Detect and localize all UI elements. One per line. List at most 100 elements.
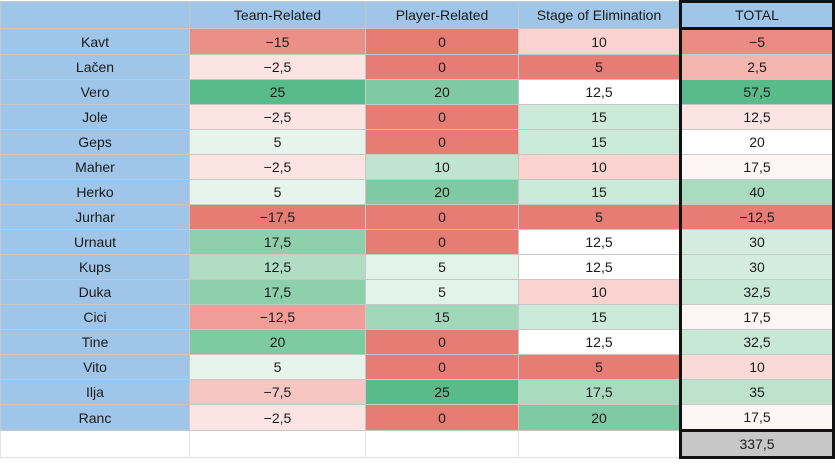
header-player-related[interactable]: Player-Related bbox=[365, 1, 519, 29]
team-cell[interactable]: 17,5 bbox=[189, 229, 366, 255]
total-cell[interactable]: 32,5 bbox=[679, 279, 835, 305]
player-cell[interactable]: 0 bbox=[365, 404, 519, 431]
table-row: Urnaut 17,5 0 12,5 30 bbox=[0, 229, 835, 255]
team-cell[interactable]: −7,5 bbox=[189, 379, 366, 405]
total-cell[interactable]: 17,5 bbox=[679, 304, 835, 330]
table-row: Tine 20 0 12,5 32,5 bbox=[0, 329, 835, 355]
header-corner-cell[interactable] bbox=[0, 1, 190, 29]
team-cell[interactable]: 20 bbox=[189, 329, 366, 355]
table-row: Kups 12,5 5 12,5 30 bbox=[0, 254, 835, 280]
player-name-cell[interactable]: Jole bbox=[0, 104, 190, 130]
player-name-cell[interactable]: Kups bbox=[0, 254, 190, 280]
stage-cell[interactable]: 12,5 bbox=[518, 229, 681, 255]
player-name-cell[interactable]: Urnaut bbox=[0, 229, 190, 255]
team-cell[interactable]: −2,5 bbox=[189, 404, 366, 431]
player-name-cell[interactable]: Vero bbox=[0, 79, 190, 105]
total-cell[interactable]: 30 bbox=[679, 254, 835, 280]
summary-row: 337,5 bbox=[0, 429, 835, 459]
total-cell[interactable]: 17,5 bbox=[679, 404, 835, 432]
player-name-cell[interactable]: Cici bbox=[0, 304, 190, 330]
empty-cell[interactable] bbox=[365, 430, 519, 458]
total-cell[interactable]: 40 bbox=[679, 179, 835, 205]
stage-cell[interactable]: 5 bbox=[518, 204, 681, 230]
stage-cell[interactable]: 20 bbox=[518, 404, 681, 431]
stage-cell[interactable]: 15 bbox=[518, 179, 681, 205]
player-name-cell[interactable]: Tine bbox=[0, 329, 190, 355]
stage-cell[interactable]: 12,5 bbox=[518, 254, 681, 280]
stage-cell[interactable]: 10 bbox=[518, 154, 681, 180]
player-name-cell[interactable]: Jurhar bbox=[0, 204, 190, 230]
empty-cell[interactable] bbox=[518, 430, 681, 458]
stage-cell[interactable]: 12,5 bbox=[518, 79, 681, 105]
header-total[interactable]: TOTAL bbox=[679, 0, 835, 30]
stage-cell[interactable]: 10 bbox=[518, 28, 681, 55]
total-cell[interactable]: 20 bbox=[679, 129, 835, 155]
stage-cell[interactable]: 10 bbox=[518, 279, 681, 305]
team-cell[interactable]: 5 bbox=[189, 179, 366, 205]
total-cell[interactable]: 32,5 bbox=[679, 329, 835, 355]
total-cell[interactable]: 12,5 bbox=[679, 104, 835, 130]
team-cell[interactable]: 12,5 bbox=[189, 254, 366, 280]
player-cell[interactable]: 0 bbox=[365, 104, 519, 130]
table-row: Jole −2,5 0 15 12,5 bbox=[0, 104, 835, 130]
player-name-cell[interactable]: Duka bbox=[0, 279, 190, 305]
player-cell[interactable]: 25 bbox=[365, 379, 519, 405]
total-cell[interactable]: 35 bbox=[679, 379, 835, 405]
player-cell[interactable]: 10 bbox=[365, 154, 519, 180]
stage-cell[interactable]: 5 bbox=[518, 354, 681, 380]
player-cell[interactable]: 0 bbox=[365, 129, 519, 155]
player-cell[interactable]: 20 bbox=[365, 179, 519, 205]
player-name-cell[interactable]: Ranc bbox=[0, 404, 190, 431]
stage-cell[interactable]: 17,5 bbox=[518, 379, 681, 405]
total-cell[interactable]: 2,5 bbox=[679, 54, 835, 80]
player-name-cell[interactable]: Kavt bbox=[0, 28, 190, 55]
team-cell[interactable]: −17,5 bbox=[189, 204, 366, 230]
player-name-cell[interactable]: Geps bbox=[0, 129, 190, 155]
player-cell[interactable]: 0 bbox=[365, 329, 519, 355]
player-cell[interactable]: 20 bbox=[365, 79, 519, 105]
team-cell[interactable]: 5 bbox=[189, 354, 366, 380]
header-team-related[interactable]: Team-Related bbox=[189, 1, 366, 29]
total-cell[interactable]: 57,5 bbox=[679, 79, 835, 105]
total-cell[interactable]: 30 bbox=[679, 229, 835, 255]
team-cell[interactable]: 17,5 bbox=[189, 279, 366, 305]
total-cell[interactable]: 17,5 bbox=[679, 154, 835, 180]
team-cell[interactable]: −2,5 bbox=[189, 54, 366, 80]
stage-cell[interactable]: 12,5 bbox=[518, 329, 681, 355]
player-name-cell[interactable]: Maher bbox=[0, 154, 190, 180]
table-row: Vito 5 0 5 10 bbox=[0, 354, 835, 380]
total-cell[interactable]: −12,5 bbox=[679, 204, 835, 230]
team-cell[interactable]: 5 bbox=[189, 129, 366, 155]
stage-cell[interactable]: 15 bbox=[518, 129, 681, 155]
team-cell[interactable]: −12,5 bbox=[189, 304, 366, 330]
player-name-cell[interactable]: Ilja bbox=[0, 379, 190, 405]
grand-total-cell[interactable]: 337,5 bbox=[679, 429, 835, 459]
team-cell[interactable]: 25 bbox=[189, 79, 366, 105]
player-cell[interactable]: 0 bbox=[365, 204, 519, 230]
table-row: Geps 5 0 15 20 bbox=[0, 129, 835, 155]
player-name-cell[interactable]: Herko bbox=[0, 179, 190, 205]
player-cell[interactable]: 5 bbox=[365, 254, 519, 280]
empty-cell[interactable] bbox=[189, 430, 366, 458]
table-row: Ranc −2,5 0 20 17,5 bbox=[0, 404, 835, 432]
stage-cell[interactable]: 5 bbox=[518, 54, 681, 80]
table-row: Maher −2,5 10 10 17,5 bbox=[0, 154, 835, 180]
stage-cell[interactable]: 15 bbox=[518, 304, 681, 330]
header-stage-of-elimination[interactable]: Stage of Elimination bbox=[518, 1, 681, 29]
player-cell[interactable]: 15 bbox=[365, 304, 519, 330]
team-cell[interactable]: −15 bbox=[189, 28, 366, 55]
player-cell[interactable]: 5 bbox=[365, 279, 519, 305]
team-cell[interactable]: −2,5 bbox=[189, 104, 366, 130]
team-cell[interactable]: −2,5 bbox=[189, 154, 366, 180]
total-cell[interactable]: 10 bbox=[679, 354, 835, 380]
player-name-cell[interactable]: Vito bbox=[0, 354, 190, 380]
total-cell[interactable]: −5 bbox=[679, 28, 835, 55]
empty-cell[interactable] bbox=[0, 430, 190, 458]
player-cell[interactable]: 0 bbox=[365, 28, 519, 55]
player-cell[interactable]: 0 bbox=[365, 54, 519, 80]
player-cell[interactable]: 0 bbox=[365, 354, 519, 380]
player-name-cell[interactable]: Lačen bbox=[0, 54, 190, 80]
player-cell[interactable]: 0 bbox=[365, 229, 519, 255]
stage-cell[interactable]: 15 bbox=[518, 104, 681, 130]
